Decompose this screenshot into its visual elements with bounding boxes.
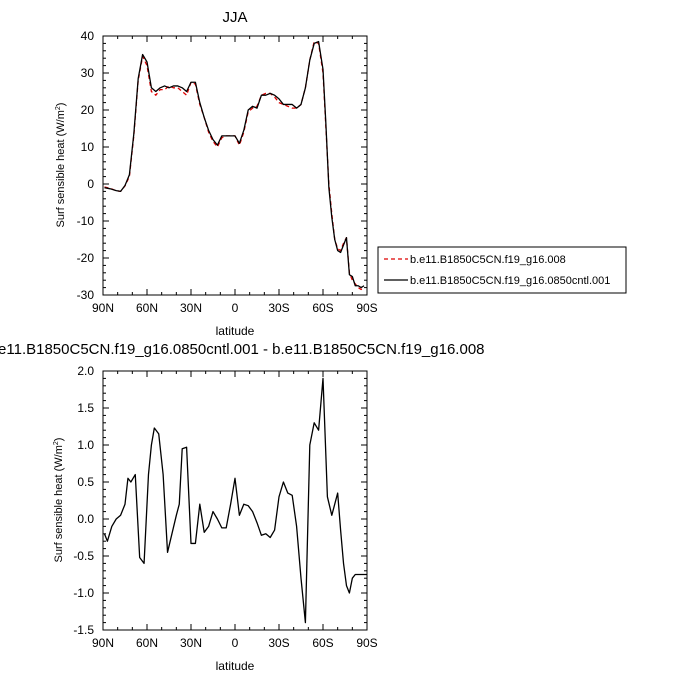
top-series-group	[104, 40, 365, 291]
top-xtick-label-0: 90N	[92, 301, 114, 315]
bottom-y-axis-label-end: )	[53, 438, 65, 442]
top-y-axis-label-sup: 2	[55, 106, 62, 110]
top-chart-title: JJA	[222, 9, 247, 26]
bottom-ytick-label-6: 1.5	[77, 401, 94, 415]
top-xtick-label-1: 60N	[136, 301, 158, 315]
bottom-ytick-label-4: 0.5	[77, 475, 94, 489]
top-y-axis-label-main: Surf sensible heat (W/m	[55, 110, 67, 227]
top-y-axis-label-end: )	[55, 103, 67, 107]
bottom-plot-frame	[102, 370, 368, 631]
bottom-ytick-label-2: -0.5	[73, 549, 94, 563]
top-ytick-label-3: 0	[87, 177, 94, 191]
bottom-xtick-label-6: 90S	[356, 636, 377, 650]
bottom-xtick-label-1: 60N	[136, 636, 158, 650]
bottom-ytick-label-3: 0.0	[77, 512, 94, 526]
top-series-line-0	[104, 40, 365, 291]
bottom-y-axis-label: Surf sensible heat (W/m2)	[53, 438, 65, 563]
bottom-x-axis-label: latitude	[216, 659, 255, 673]
bottom-xtick-label-5: 60S	[312, 636, 333, 650]
bottom-series-line-0	[103, 377, 367, 624]
top-xtick-label-4: 30S	[268, 301, 289, 315]
top-ytick-label-7: 40	[81, 29, 95, 43]
top-x-axis-label: latitude	[216, 324, 255, 338]
top-axis-ticks: 90N 60N 30N 0 30S 60S 90S -30 -20 -10 0 10 20 30 40	[77, 29, 378, 315]
bottom-y-axis-label-main: Surf sensible heat (W/m	[53, 445, 65, 562]
top-xtick-label-5: 60S	[312, 301, 333, 315]
top-xtick-label-3: 0	[232, 301, 239, 315]
legend-label-0: b.e11.B1850C5CN.f19_g16.008	[410, 254, 566, 266]
legend-box	[377, 246, 627, 294]
top-xtick-label-6: 90S	[356, 301, 377, 315]
legend-label-1: b.e11.B1850C5CN.f19_g16.0850cntl.001	[410, 275, 610, 287]
panel-bottom: b.e11.B1850C5CN.f19_g16.0850cntl.001 - b…	[0, 341, 484, 673]
bottom-chart-title: b.e11.B1850C5CN.f19_g16.0850cntl.001 - b…	[0, 341, 484, 358]
top-ytick-label-4: 10	[81, 140, 95, 154]
top-ytick-label-0: -30	[77, 288, 95, 302]
top-ytick-label-6: 30	[81, 66, 95, 80]
top-y-axis-label: Surf sensible heat (W/m2)	[55, 103, 67, 228]
bottom-xtick-label-2: 30N	[180, 636, 202, 650]
top-ytick-label-1: -20	[77, 251, 95, 265]
bottom-xtick-label-4: 30S	[268, 636, 289, 650]
top-ytick-label-5: 20	[81, 103, 95, 117]
bottom-y-axis-label-sup: 2	[53, 441, 60, 445]
bottom-series-group	[103, 377, 367, 624]
panel-top: JJA 90N 60N 30N 0 30S 60S 90S -30 -20 -10 0 10 20 30 4…	[55, 9, 378, 338]
top-series-line-1	[104, 40, 365, 289]
top-ytick-label-2: -10	[77, 214, 95, 228]
bottom-xtick-label-3: 0	[232, 636, 239, 650]
bottom-xtick-label-0: 90N	[92, 636, 114, 650]
bottom-ytick-label-0: -1.5	[73, 623, 94, 637]
bottom-axis-ticks: 90N 60N 30N 0 30S 60S 90S -1.5 -1.0 -0.5 0.0 0.5 1.0…	[73, 364, 377, 650]
bottom-ytick-label-5: 1.0	[77, 438, 94, 452]
bottom-ytick-label-1: -1.0	[73, 586, 94, 600]
legend: b.e11.B1850C5CN.f19_g16.008 b.e11.B1850C…	[377, 246, 627, 294]
bottom-ytick-label-7: 2.0	[77, 364, 94, 378]
top-xtick-label-2: 30N	[180, 301, 202, 315]
